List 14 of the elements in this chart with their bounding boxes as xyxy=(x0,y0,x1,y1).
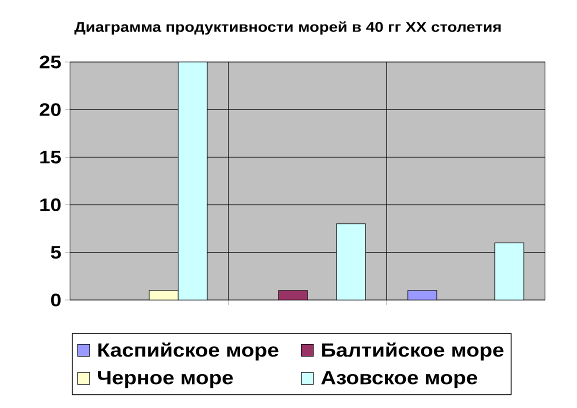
bar xyxy=(336,224,366,300)
y-tick-label: 5 xyxy=(50,246,61,259)
y-tick-label: 15 xyxy=(40,150,61,164)
legend-label: Балтийское море xyxy=(322,342,504,361)
y-tick-label: 25 xyxy=(40,56,61,68)
legend-label: Каспийское море xyxy=(98,342,278,361)
bar xyxy=(178,62,208,300)
bar xyxy=(494,242,524,300)
y-tick-label: 20 xyxy=(40,103,61,116)
legend-label: Черное море xyxy=(98,371,233,388)
chart-title: Диаграмма продуктивности морей в 40 гг XX столетия xyxy=(74,21,501,35)
y-tick-label: 0 xyxy=(51,294,61,306)
legend-label: Азовское море xyxy=(321,371,478,388)
y-tick-label: 10 xyxy=(40,198,61,212)
